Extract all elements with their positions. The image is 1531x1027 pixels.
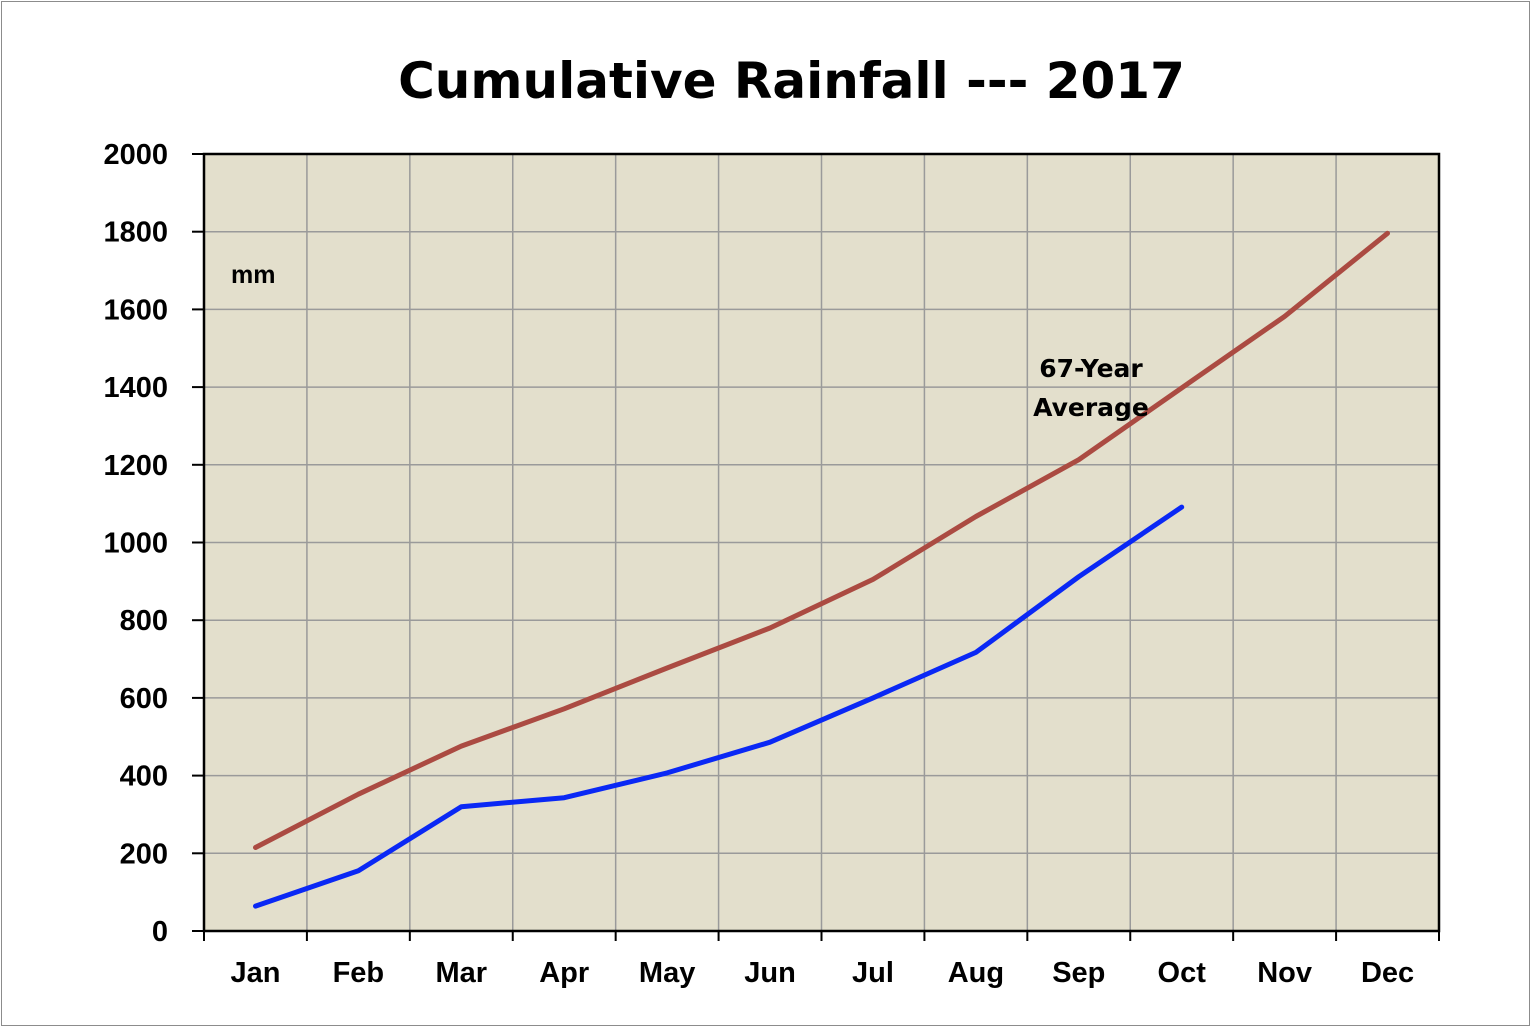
x-tick-label: Nov <box>1257 957 1312 989</box>
y-tick-label: 2000 <box>103 139 168 171</box>
series-group <box>253 230 1390 909</box>
y-tick-label: 600 <box>120 683 168 715</box>
y-unit-label: mm <box>231 261 275 289</box>
x-tick-label: Jan <box>230 957 280 989</box>
y-tick-label: 1200 <box>103 450 168 482</box>
grid <box>204 154 1439 931</box>
average-annotation-line-2: Average <box>1033 393 1149 422</box>
x-tick-label: May <box>639 957 695 989</box>
axes <box>192 152 1441 941</box>
chart-title: Cumulative Rainfall --- 2017 <box>398 52 1185 110</box>
average-annotation-line-1: 67-Year <box>1039 354 1143 383</box>
rainfall-2017-series-line <box>253 504 1185 909</box>
x-tick-label: Aug <box>948 957 1004 989</box>
x-tick-label: Jun <box>744 957 796 989</box>
x-tick-label: Mar <box>436 957 488 989</box>
average-series-line <box>253 230 1390 850</box>
y-tick-label: 800 <box>120 605 168 637</box>
y-tick-label: 400 <box>120 761 168 793</box>
y-tick-label: 1600 <box>103 294 168 326</box>
tick-labels: 0 200 400 600 800 1000 1200 1400 1600 1800 2000 Jan… <box>103 139 1414 989</box>
x-tick-label: Dec <box>1361 957 1414 989</box>
x-tick-label: Sep <box>1052 957 1105 989</box>
y-tick-label: 1000 <box>103 528 168 560</box>
x-tick-label: Apr <box>539 957 589 989</box>
x-tick-label: Jul <box>852 957 894 989</box>
y-tick-label: 0 <box>152 916 168 948</box>
y-tick-label: 1400 <box>103 372 168 404</box>
y-tick-label: 1800 <box>103 217 168 249</box>
x-tick-label: Feb <box>333 957 385 989</box>
y-tick-label: 200 <box>120 838 168 870</box>
x-tick-label: Oct <box>1158 957 1207 989</box>
